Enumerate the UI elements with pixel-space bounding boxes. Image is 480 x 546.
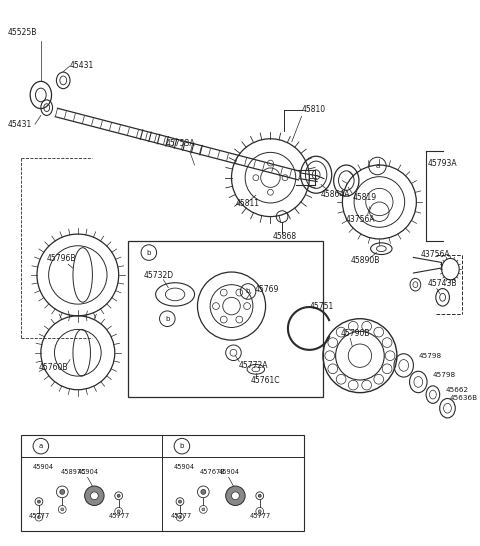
Text: 45798: 45798 xyxy=(418,353,442,359)
Text: 45897C: 45897C xyxy=(60,470,86,476)
Circle shape xyxy=(231,492,240,500)
Text: 45777: 45777 xyxy=(170,513,192,519)
Text: 45904: 45904 xyxy=(174,464,195,470)
Text: 45743B: 45743B xyxy=(428,279,457,288)
Text: 45777: 45777 xyxy=(109,513,130,519)
Text: 45761C: 45761C xyxy=(251,377,280,385)
Text: b: b xyxy=(147,250,151,256)
Text: 45662: 45662 xyxy=(445,387,468,393)
Text: 45904: 45904 xyxy=(33,464,54,470)
Text: 45796B: 45796B xyxy=(47,254,76,263)
Circle shape xyxy=(37,516,40,519)
Circle shape xyxy=(60,489,65,494)
Text: 45751: 45751 xyxy=(309,301,334,311)
Circle shape xyxy=(117,494,120,497)
Text: 45864A: 45864A xyxy=(321,189,350,199)
Text: 45810: 45810 xyxy=(301,105,326,114)
Text: b: b xyxy=(165,316,169,322)
Text: 45904: 45904 xyxy=(219,470,240,476)
Text: 45431: 45431 xyxy=(70,61,94,70)
Circle shape xyxy=(117,510,120,513)
Circle shape xyxy=(202,508,205,511)
Text: 45777: 45777 xyxy=(250,513,271,519)
Circle shape xyxy=(258,510,261,513)
Bar xyxy=(129,241,323,396)
Circle shape xyxy=(61,508,64,511)
Text: 45760B: 45760B xyxy=(39,363,69,372)
Text: 45767B: 45767B xyxy=(199,470,225,476)
Circle shape xyxy=(179,516,181,519)
Text: 45904: 45904 xyxy=(78,470,99,476)
Text: 45636B: 45636B xyxy=(449,395,478,401)
Circle shape xyxy=(258,494,261,497)
Text: 45868: 45868 xyxy=(272,232,297,241)
Text: b: b xyxy=(246,288,250,294)
Text: 45431: 45431 xyxy=(8,120,32,129)
Text: 45753A: 45753A xyxy=(166,139,195,148)
Circle shape xyxy=(37,500,40,503)
Text: 43756A: 43756A xyxy=(420,250,450,259)
Circle shape xyxy=(201,489,206,494)
Circle shape xyxy=(226,486,245,506)
Text: b: b xyxy=(180,443,184,449)
Text: 45525B: 45525B xyxy=(8,28,37,37)
Text: a: a xyxy=(39,443,43,449)
Circle shape xyxy=(90,492,98,500)
Text: 45772A: 45772A xyxy=(239,361,268,370)
Circle shape xyxy=(84,486,104,506)
Text: 45793A: 45793A xyxy=(428,158,457,168)
Text: 45798: 45798 xyxy=(433,372,456,378)
Text: 45732D: 45732D xyxy=(144,271,174,281)
Text: 45811: 45811 xyxy=(235,199,259,209)
Bar xyxy=(22,436,303,531)
Text: 45769: 45769 xyxy=(255,285,279,294)
Text: 45777: 45777 xyxy=(29,513,50,519)
Text: 43756A: 43756A xyxy=(345,215,375,224)
Text: 45819: 45819 xyxy=(352,193,376,201)
Text: a: a xyxy=(375,163,380,169)
Text: 45790B: 45790B xyxy=(340,329,370,338)
Circle shape xyxy=(179,500,181,503)
Text: 45890B: 45890B xyxy=(350,256,380,265)
